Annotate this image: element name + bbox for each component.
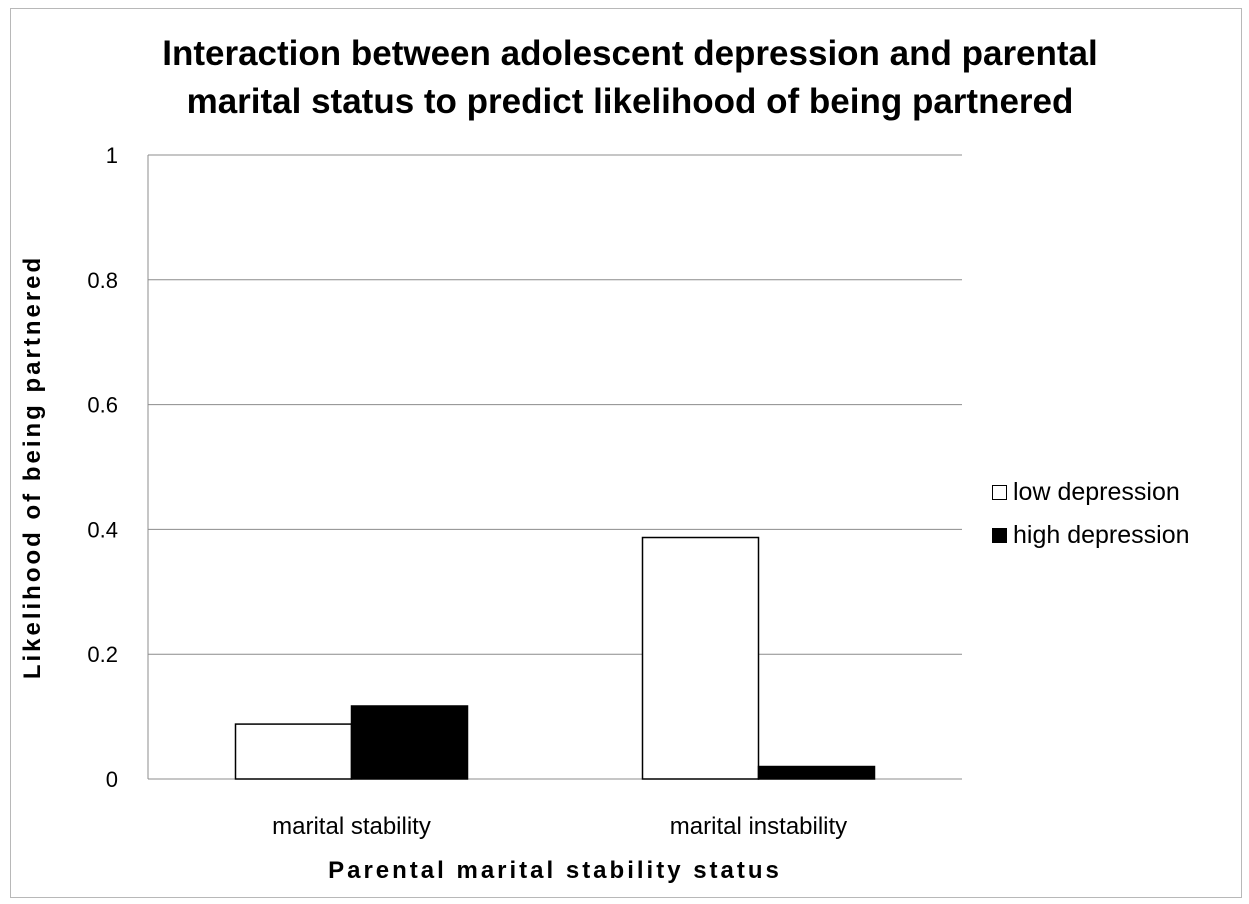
- legend-label-high-depression: high depression: [1013, 520, 1190, 549]
- y-tick-label: 0.8: [87, 268, 118, 293]
- y-tick-label: 1: [106, 143, 118, 168]
- x-tick-label: marital instability: [670, 813, 847, 840]
- legend-item-low-depression: low depression: [992, 478, 1190, 506]
- y-tick-label: 0.2: [87, 642, 118, 667]
- chart-title-line-1: Interaction between adolescent depressio…: [162, 34, 1098, 73]
- y-tick-label: 0.4: [87, 517, 118, 542]
- x-tick-label: marital stability: [272, 813, 431, 840]
- x-axis-title: Parental marital stability status: [328, 857, 782, 884]
- chart-area: [10, 8, 1242, 898]
- bar: [350, 705, 469, 780]
- bar: [641, 536, 760, 780]
- y-tick-label: 0: [106, 767, 118, 792]
- legend-item-high-depression: high depression: [992, 521, 1190, 549]
- legend-swatch-high-depression: [992, 527, 1007, 543]
- legend: low depression high depression: [992, 478, 1190, 564]
- y-axis-title: Likelihood of being partnered: [19, 255, 46, 679]
- y-tick-label: 0.6: [87, 393, 118, 418]
- bar: [234, 723, 353, 780]
- chart-title-line-2: marital status to predict likelihood of …: [186, 82, 1074, 121]
- chart-title: Interaction between adolescent depressio…: [0, 30, 1249, 126]
- bar: [757, 765, 876, 780]
- legend-label-low-depression: low depression: [1013, 477, 1180, 506]
- legend-swatch-low-depression: [992, 484, 1007, 500]
